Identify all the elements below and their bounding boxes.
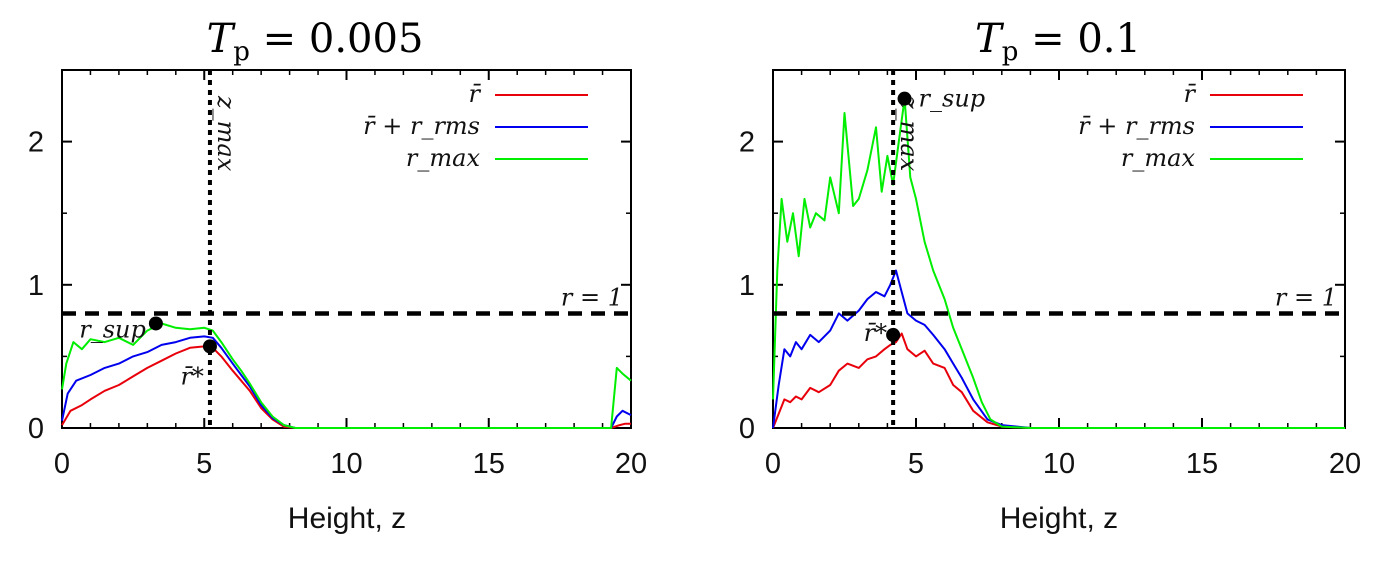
x-tick-label: 20 [615, 448, 647, 480]
series-line [772, 269, 1345, 429]
x-tick-label: 0 [765, 448, 781, 480]
y-tick-label: 2 [739, 127, 755, 159]
vline-label: z_max [895, 95, 923, 172]
x-tick-label: 15 [1186, 448, 1218, 480]
x-axis-label: Height, z [288, 502, 406, 535]
x-tick-label: 20 [1329, 448, 1361, 480]
marker-point [897, 91, 912, 106]
marker-label: r̄* [864, 319, 887, 347]
series-line [61, 345, 631, 429]
x-tick-label: 10 [1043, 448, 1075, 480]
y-tick-label: 1 [739, 270, 755, 302]
marker-label: r̄* [180, 362, 203, 390]
x-tick-label: 10 [330, 448, 362, 480]
marker-label: r_sup [919, 85, 986, 113]
x-tick-label: 5 [908, 448, 924, 480]
marker-point [886, 327, 901, 342]
series-line [61, 322, 632, 429]
panel-title: Tp = 0.1 [975, 16, 1141, 67]
marker-point [148, 316, 163, 331]
series-line [61, 335, 632, 429]
y-tick-label: 0 [28, 413, 44, 445]
legend-label: r̄ + r_rms [363, 112, 480, 140]
y-tick-label: 1 [28, 270, 44, 302]
panel-title: Tp = 0.005 [207, 16, 424, 67]
legend-label: r̄ [469, 80, 482, 108]
marker-label: r_sup [79, 315, 146, 343]
y-tick-label: 0 [739, 413, 755, 445]
plot-frame [772, 69, 1346, 429]
y-tick-label: 2 [28, 127, 44, 159]
hline-label: r = 1 [561, 283, 623, 311]
marker-point [202, 339, 217, 354]
hline-label: r = 1 [1275, 283, 1337, 311]
x-tick-label: 15 [473, 448, 505, 480]
legend-label: r̄ + r_rms [1078, 112, 1195, 140]
series-line [772, 332, 1345, 429]
x-tick-label: 0 [54, 448, 70, 480]
legend-label: r̄ [1184, 80, 1197, 108]
vline-label: z_max [212, 95, 240, 172]
panel-left: Tp = 0.005 0 5 10 15 20 012 r = 1z_maxr_supr… [28, 16, 647, 535]
x-tick-label: 5 [196, 448, 212, 480]
legend-label: r_max [1121, 144, 1196, 172]
series-line [772, 97, 1345, 429]
x-axis-label: Height, z [1000, 502, 1118, 535]
plot-frame [61, 69, 632, 429]
legend-label: r_max [406, 144, 481, 172]
